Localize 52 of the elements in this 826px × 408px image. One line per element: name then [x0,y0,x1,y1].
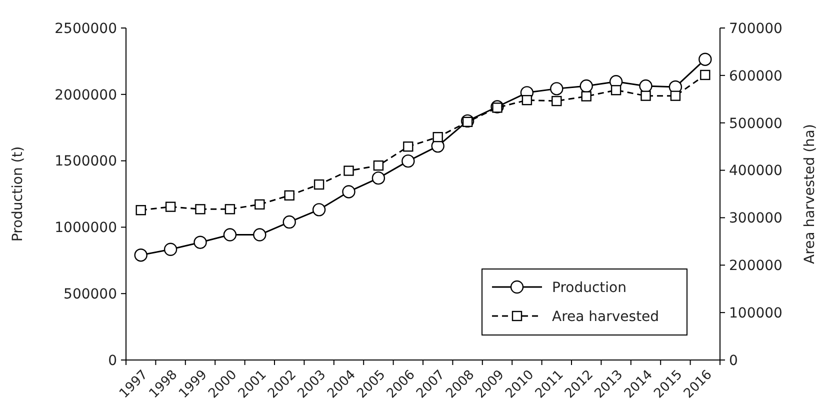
point [134,248,148,262]
y-axis-title: Production (t) [10,146,26,242]
point [580,79,593,93]
y-tick-label: 1000000 [54,220,117,236]
point [522,94,532,106]
point [552,96,562,106]
point [700,70,710,80]
y2-tick-label: 0 [729,352,738,369]
point [136,205,146,216]
point [403,141,414,152]
y2-tick-label: 200000 [729,258,782,274]
point [670,90,681,101]
point [194,236,207,249]
y-tick-label: 2500000 [54,20,117,37]
point [253,228,266,242]
y2-tick-label: 600000 [729,68,782,84]
point [492,102,502,113]
point [254,199,265,210]
point [195,204,206,214]
y2-axis-title: Area harvested (ha) [802,124,818,264]
point [640,90,651,101]
y2-tick-label: 100000 [729,305,782,322]
point [284,190,294,201]
y2-tick-label: 400000 [729,163,782,180]
point [402,154,415,168]
y-tick-label: 2000000 [54,87,117,104]
point [373,160,384,171]
point [581,91,592,102]
y2-tick-label: 700000 [729,20,782,37]
y-tick-label: 500000 [64,286,117,302]
point [462,116,473,128]
point [282,215,296,229]
point [639,79,652,93]
point [165,202,176,212]
point [432,132,443,142]
point [344,166,354,176]
point [610,85,622,96]
point [164,242,178,256]
y-tick-label: 1500000 [54,154,117,170]
point [372,171,386,185]
legend-label: Production [552,280,626,296]
point [342,185,356,198]
y2-tick-label: 500000 [729,116,782,132]
point [224,204,236,214]
point [550,82,564,96]
legend-label: Area harvested [552,308,660,325]
y2-tick-label: 300000 [729,210,782,227]
point [698,52,712,66]
point [312,203,326,216]
point [314,179,324,190]
point [223,228,237,242]
y-tick-label: 0 [108,352,117,369]
